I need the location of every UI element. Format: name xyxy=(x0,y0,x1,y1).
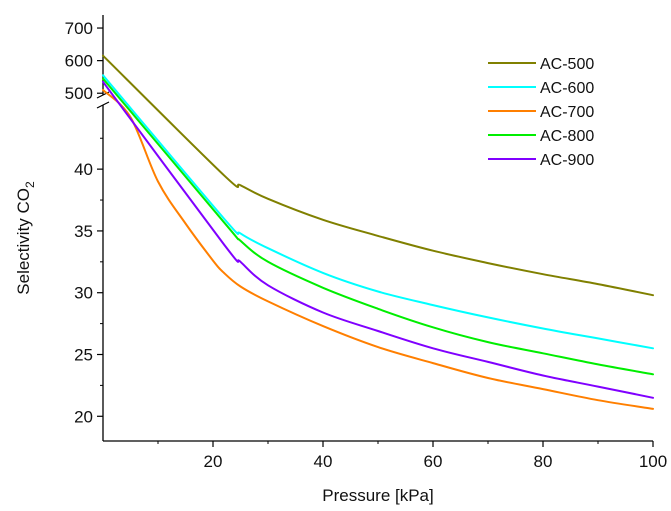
series-line-ac-800 xyxy=(102,77,654,376)
x-axis-label: Pressure [kPa] xyxy=(322,486,434,505)
series-line-ac-500 xyxy=(102,54,654,297)
x-tick-label: 20 xyxy=(204,452,223,471)
series-line-ac-700 xyxy=(102,89,654,410)
svg-text:Selectivity CO2: Selectivity CO2 xyxy=(14,181,37,295)
y-tick-label: 25 xyxy=(74,346,93,365)
x-tick-label: 80 xyxy=(534,452,553,471)
y-tick-label: 30 xyxy=(74,284,93,303)
x-tick-label: 60 xyxy=(424,452,443,471)
x-tick-label: 40 xyxy=(314,452,333,471)
y-tick-label: 20 xyxy=(74,407,93,426)
y-axis-label: Selectivity CO2 xyxy=(14,181,37,295)
axis-break-mark xyxy=(96,101,110,109)
legend-label: AC-800 xyxy=(540,128,594,145)
curves xyxy=(102,54,654,410)
x-tick-label: 100 xyxy=(639,452,667,471)
legend-label: AC-900 xyxy=(540,152,594,169)
y-tick-label: 40 xyxy=(74,160,93,179)
axes: 20 40 60 80 100 20 25 30 35 40 500 600 700 xyxy=(65,15,667,471)
series-line-ac-600 xyxy=(102,74,654,350)
legend-label: AC-500 xyxy=(540,56,594,73)
y-tick-label: 700 xyxy=(65,19,93,38)
y-tick-label: 600 xyxy=(65,52,93,71)
y-tick-label: 35 xyxy=(74,222,93,241)
series-line-ac-900 xyxy=(102,80,654,399)
legend-label: AC-600 xyxy=(540,80,594,97)
legend-label: AC-700 xyxy=(540,104,594,121)
legend: AC-500 AC-600 AC-700 AC-800 AC-900 xyxy=(488,56,594,169)
y-tick-label: 500 xyxy=(65,84,93,103)
